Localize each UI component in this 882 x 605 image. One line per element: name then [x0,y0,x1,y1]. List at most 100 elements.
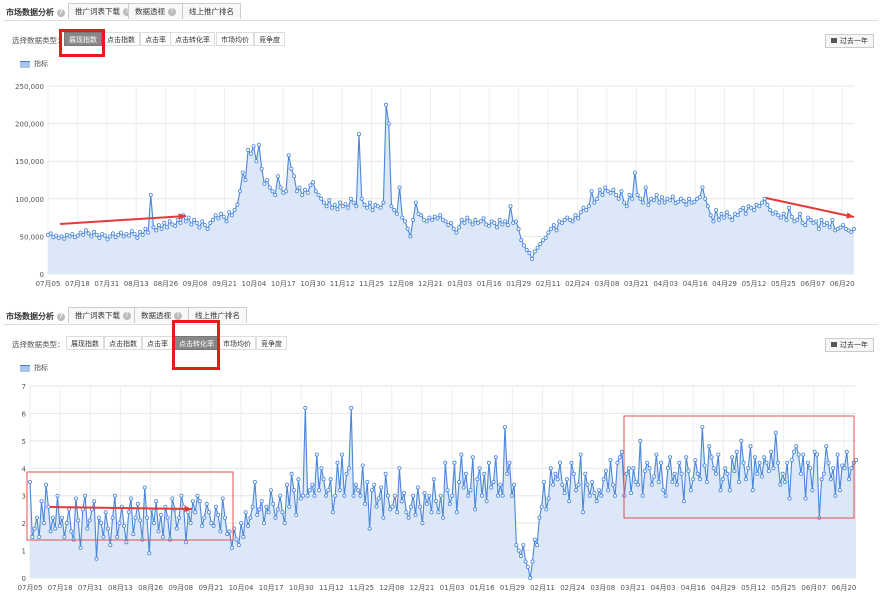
chart-legend[interactable]: 指标 [20,363,48,373]
data-point[interactable] [535,543,540,548]
data-point[interactable] [291,488,296,493]
data-point[interactable] [124,540,129,545]
data-point[interactable] [711,466,716,471]
data-point[interactable] [286,153,291,158]
data-point[interactable] [327,198,332,203]
data-point[interactable] [319,196,324,201]
data-point[interactable] [59,234,64,239]
data-point[interactable] [211,523,216,528]
data-point[interactable] [326,488,331,493]
data-point[interactable] [186,215,191,220]
data-point[interactable] [527,250,532,255]
data-point[interactable] [773,210,778,215]
data-point[interactable] [321,200,326,205]
data-point[interactable] [663,493,668,498]
data-point[interactable] [297,185,302,190]
data-point[interactable] [787,496,792,501]
data-point[interactable] [571,471,576,476]
data-point[interactable] [305,493,310,498]
data-point[interactable] [583,471,588,476]
data-point[interactable] [144,515,149,520]
data-point[interactable] [408,234,413,239]
data-point[interactable] [608,190,613,195]
data-point[interactable] [388,507,393,512]
data-point[interactable] [576,482,581,487]
data-point[interactable] [486,223,491,228]
data-point[interactable] [266,510,271,515]
data-point[interactable] [78,545,83,550]
data-point[interactable] [419,213,424,218]
data-point[interactable] [574,488,579,493]
data-point[interactable] [516,226,521,231]
data-point[interactable] [183,219,188,224]
data-point[interactable] [624,204,629,209]
data-point[interactable] [633,479,638,484]
tab-keyword-download[interactable]: 推广词表下载? [68,307,138,323]
data-point[interactable] [764,460,769,465]
data-point[interactable] [675,482,680,487]
data-point[interactable] [227,529,232,534]
data-point[interactable] [741,205,746,210]
data-point[interactable] [213,213,218,218]
data-point[interactable] [841,223,846,228]
data-point[interactable] [551,223,556,228]
data-point[interactable] [349,405,354,410]
data-point[interactable] [356,132,361,137]
data-point[interactable] [613,493,618,498]
data-point[interactable] [264,504,269,509]
data-point[interactable] [154,499,159,504]
data-point[interactable] [278,493,283,498]
data-point[interactable] [83,493,88,498]
data-point[interactable] [822,223,827,228]
data-point[interactable] [662,200,667,205]
data-point[interactable] [525,564,530,569]
data-point[interactable] [465,215,470,220]
data-point[interactable] [825,220,830,225]
data-point[interactable] [467,219,472,224]
data-point[interactable] [189,222,194,227]
data-point[interactable] [514,543,519,548]
data-point[interactable] [819,217,824,222]
data-point[interactable] [108,234,113,239]
data-point[interactable] [225,532,230,537]
data-point[interactable] [362,501,367,506]
data-point[interactable] [785,460,790,465]
data-point[interactable] [797,211,802,216]
data-point[interactable] [222,515,227,520]
data-point[interactable] [76,518,81,523]
data-point[interactable] [714,471,719,476]
data-point[interactable] [246,147,251,152]
data-point[interactable] [549,226,554,231]
data-point[interactable] [216,512,221,517]
data-point[interactable] [236,543,241,548]
data-point[interactable] [553,471,558,476]
data-point[interactable] [312,493,317,498]
data-point[interactable] [614,192,619,197]
data-point[interactable] [386,121,391,126]
data-point[interactable] [562,217,567,222]
filter-competition-button[interactable]: 竞争度 [256,336,287,350]
data-point[interactable] [434,499,439,504]
data-point[interactable] [344,471,349,476]
data-point[interactable] [55,493,60,498]
data-point[interactable] [676,199,681,204]
data-point[interactable] [509,493,514,498]
data-point[interactable] [202,515,207,520]
data-point[interactable] [330,510,335,515]
data-point[interactable] [638,196,643,201]
data-point[interactable] [546,496,551,501]
data-point[interactable] [210,217,215,222]
data-point[interactable] [173,223,178,228]
data-point[interactable] [116,232,121,237]
data-point[interactable] [156,223,161,228]
data-point[interactable] [573,213,578,218]
help-icon[interactable]: ? [123,312,131,320]
data-point[interactable] [528,575,533,580]
data-point[interactable] [659,460,664,465]
data-point[interactable] [337,488,342,493]
data-point[interactable] [282,521,287,526]
data-point[interactable] [505,471,510,476]
data-point[interactable] [522,243,527,248]
help-icon[interactable]: ? [57,312,65,321]
help-icon[interactable]: ? [174,312,182,320]
